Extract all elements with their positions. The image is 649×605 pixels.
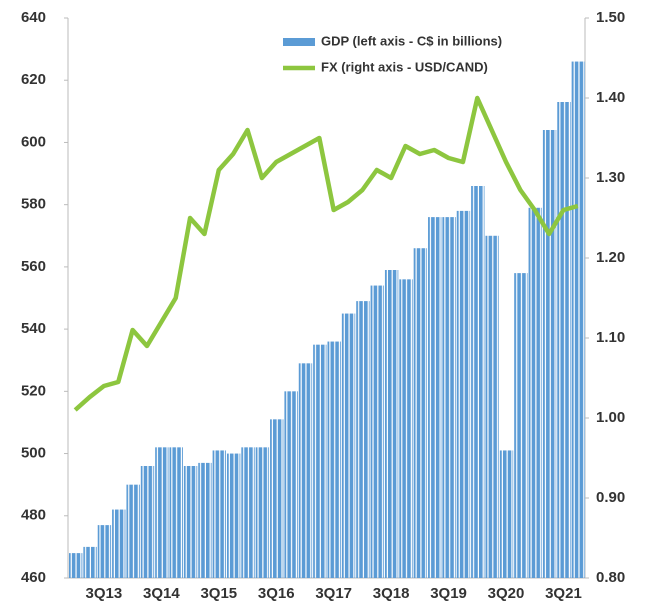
bar — [413, 248, 428, 578]
y-tick-label: 540 — [21, 320, 46, 337]
legend-label: GDP (left axis - C$ in billions) — [321, 33, 502, 48]
y2-tick-label: 0.90 — [596, 489, 625, 506]
bar — [514, 273, 528, 578]
x-tick-label: 3Q13 — [86, 585, 123, 602]
bar — [212, 450, 226, 578]
bar — [83, 546, 97, 578]
bar — [456, 210, 471, 578]
bar — [370, 285, 384, 578]
y2-tick-label: 1.40 — [596, 89, 625, 106]
y2-tick-label: 0.80 — [596, 569, 625, 586]
y2-tick-label: 1.00 — [596, 409, 625, 426]
y-tick-label: 500 — [21, 445, 46, 462]
bar — [198, 462, 212, 578]
bar — [69, 553, 83, 578]
y2-tick-label: 1.20 — [596, 249, 625, 266]
x-tick-label: 3Q17 — [315, 585, 352, 602]
bar — [226, 453, 241, 578]
bar — [112, 509, 126, 578]
x-tick-label: 3Q21 — [545, 585, 582, 602]
bar — [399, 279, 413, 578]
x-tick-label: 3Q19 — [430, 585, 467, 602]
bar — [327, 341, 341, 578]
y2-tick-label: 1.50 — [596, 9, 625, 26]
bar — [284, 391, 298, 578]
y-tick-label: 640 — [21, 9, 46, 26]
x-tick-label: 3Q16 — [258, 585, 295, 602]
x-tick-label: 3Q14 — [143, 585, 180, 602]
bar — [140, 466, 155, 578]
line — [73, 95, 579, 412]
x-tick-label: 3Q18 — [373, 585, 410, 602]
bar — [542, 130, 557, 578]
bar — [442, 217, 456, 578]
bar — [183, 466, 198, 578]
x-tick-label: 3Q20 — [488, 585, 525, 602]
y2-tick-label: 1.30 — [596, 169, 625, 186]
bar — [557, 102, 571, 578]
bar — [384, 270, 399, 578]
bar — [313, 344, 327, 578]
bar — [341, 313, 356, 578]
bar — [528, 207, 542, 578]
y-tick-label: 580 — [21, 196, 46, 213]
bar — [471, 186, 485, 578]
y-tick-label: 520 — [21, 382, 46, 399]
y-tick-label: 480 — [21, 507, 46, 524]
y-tick-label: 620 — [21, 71, 46, 88]
y-tick-label: 460 — [21, 569, 46, 586]
bar — [155, 447, 169, 578]
y-tick-label: 560 — [21, 258, 46, 275]
y2-tick-label: 1.10 — [596, 329, 625, 346]
bar — [571, 61, 585, 579]
bar — [270, 419, 284, 578]
bar — [169, 447, 183, 578]
bar — [499, 450, 514, 578]
y-tick-label: 600 — [21, 133, 46, 150]
bar — [241, 447, 255, 578]
bar — [97, 525, 112, 578]
bar — [428, 217, 442, 578]
bar — [356, 301, 370, 578]
legend-label: FX (right axis - USD/CAND) — [321, 59, 488, 74]
bar — [126, 484, 140, 578]
bar — [485, 235, 499, 578]
legend-swatch — [283, 38, 315, 46]
bar — [298, 363, 313, 578]
x-tick-label: 3Q15 — [200, 585, 237, 602]
bar — [255, 447, 270, 578]
